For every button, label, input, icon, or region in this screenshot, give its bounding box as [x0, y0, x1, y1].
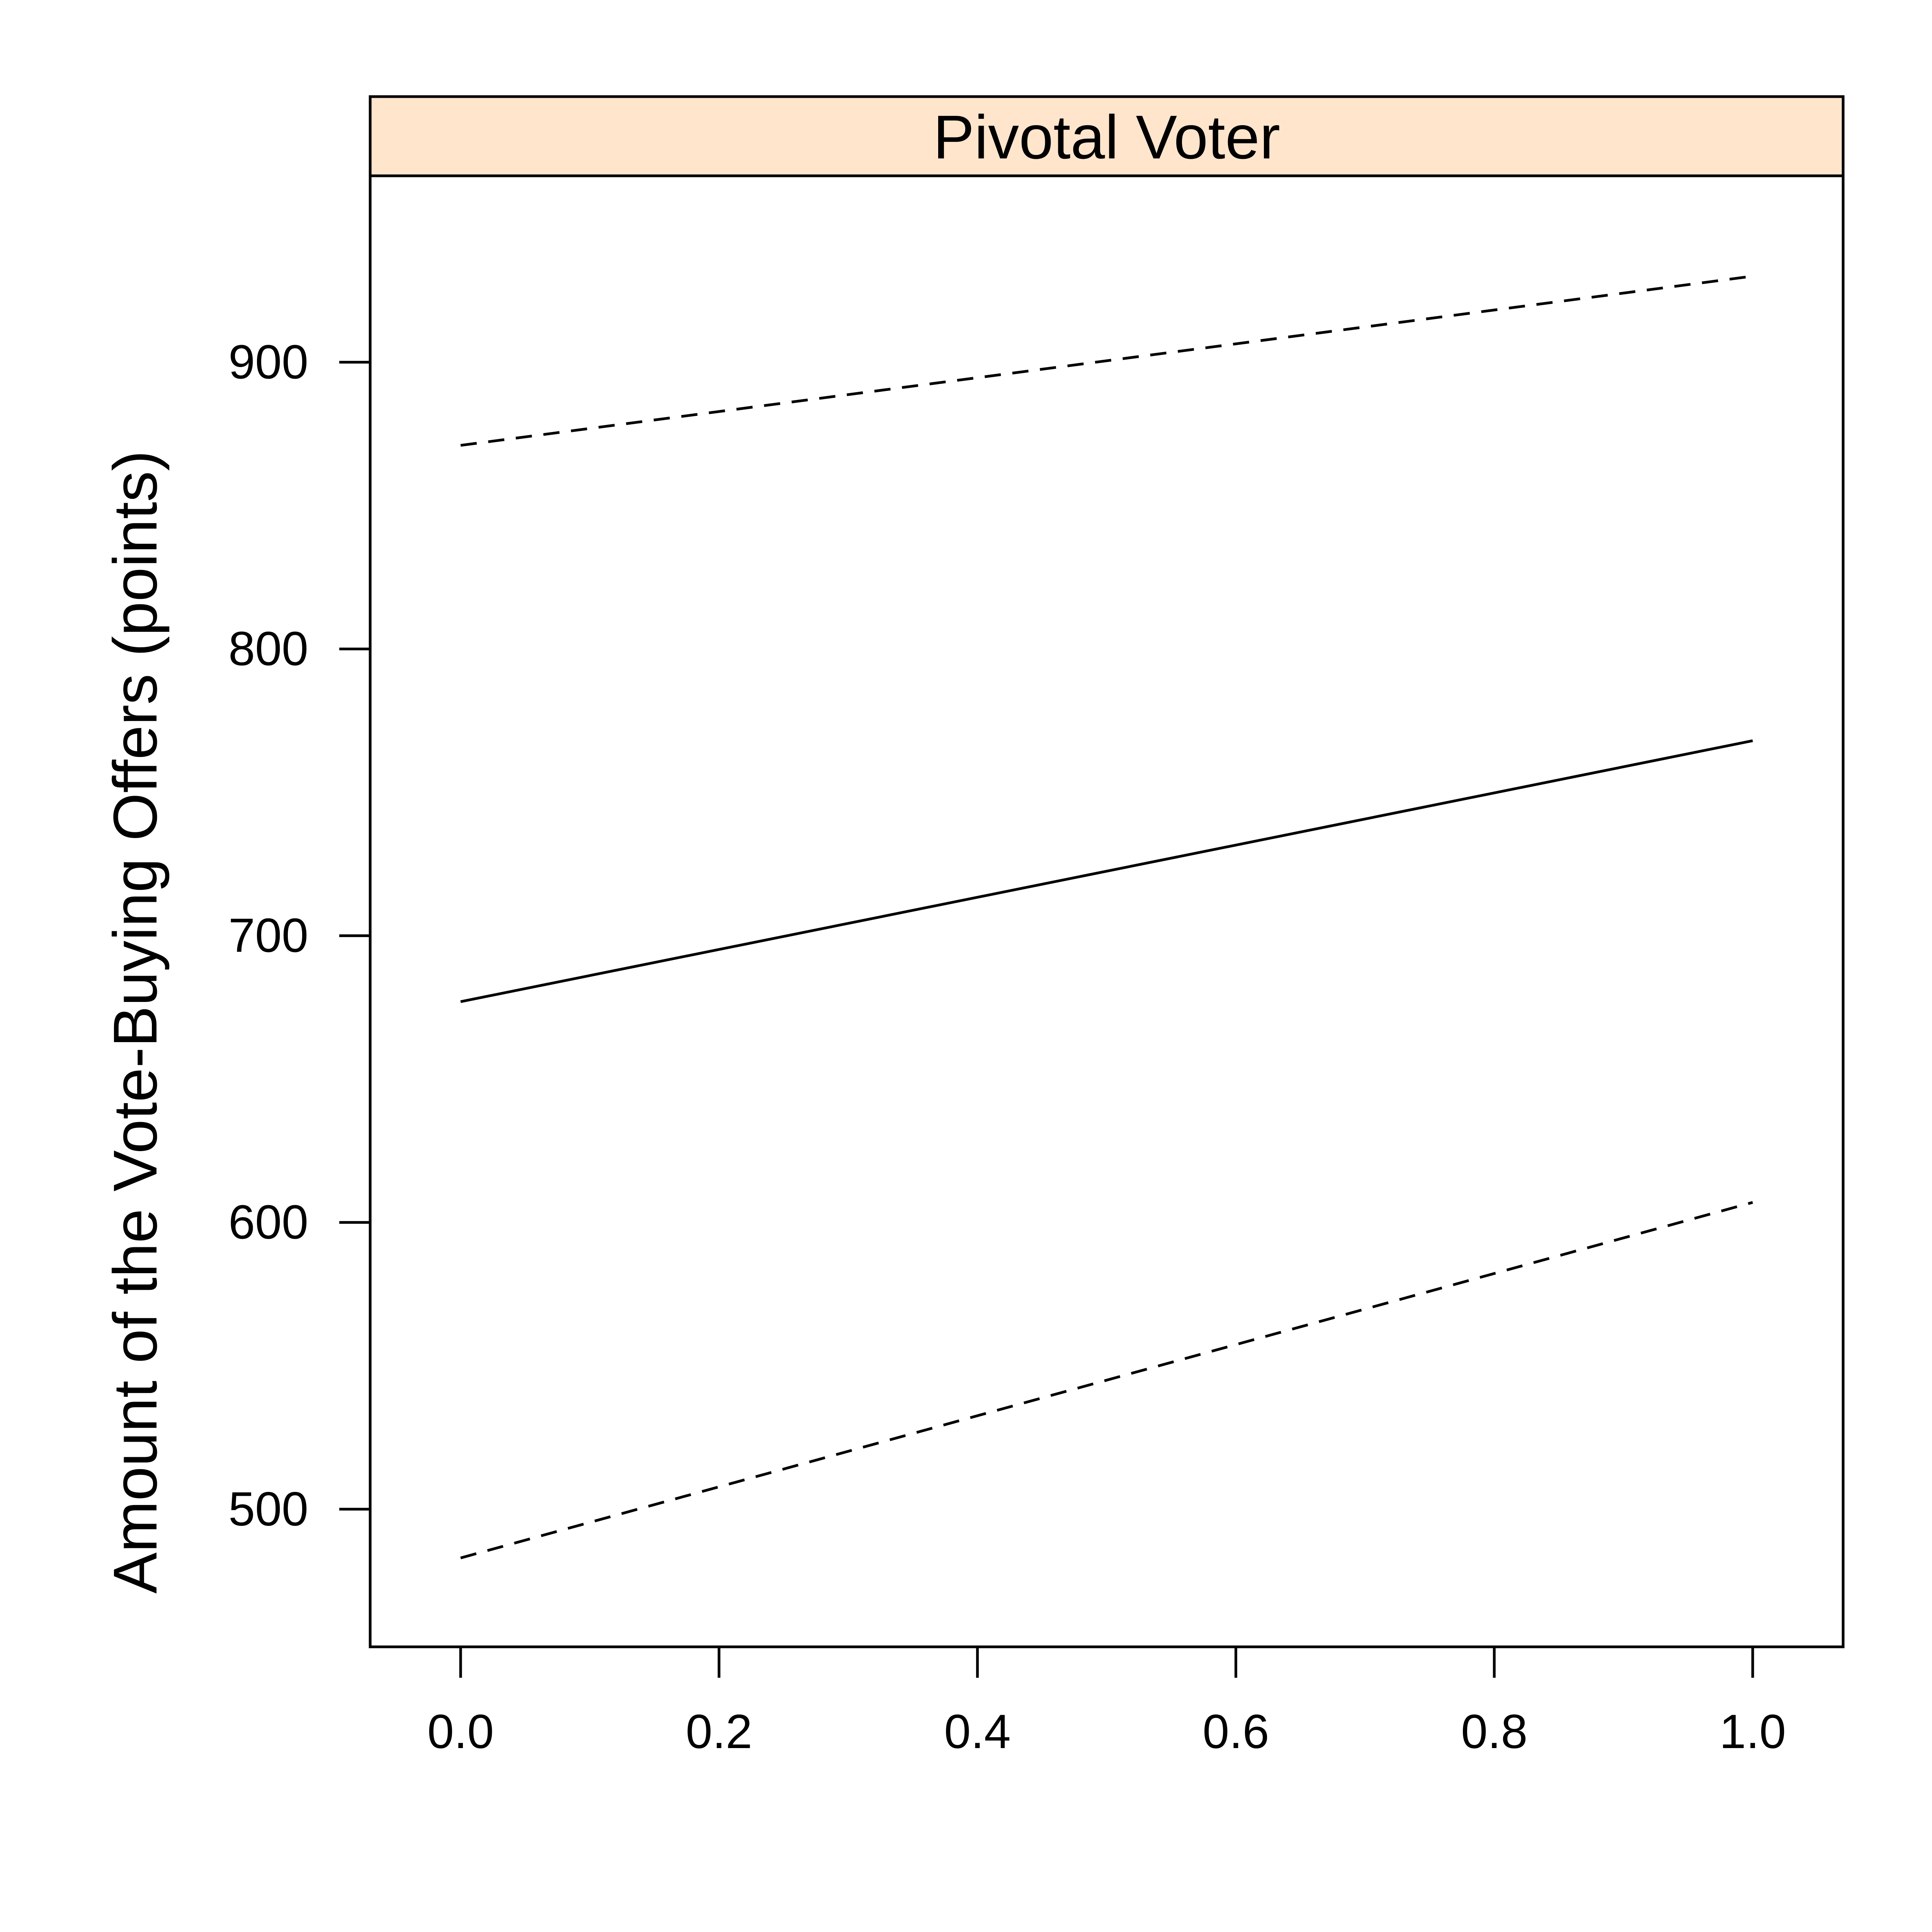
plot-frame [369, 174, 1845, 1648]
x-tick-label: 0.8 [1461, 1705, 1527, 1759]
series-line-1 [460, 275, 1753, 447]
y-tick-label: 800 [228, 622, 308, 675]
y-tick-label: 900 [228, 335, 308, 389]
series-line-2 [460, 739, 1753, 1003]
x-axis: 0.0 0.2 0.4 0.6 0.8 1.0 [427, 1647, 1786, 1759]
series-group [460, 275, 1753, 1560]
series-line-3 [460, 1201, 1753, 1560]
y-axis-title: Amount of the Vote-Buying Offers (points… [100, 451, 170, 1594]
x-tick-label: 0.2 [686, 1705, 752, 1759]
strip-background [369, 95, 1845, 177]
x-tick-label: 0.0 [427, 1705, 494, 1759]
x-tick-label: 0.6 [1202, 1705, 1269, 1759]
y-tick-label: 500 [228, 1483, 308, 1536]
y-axis: 500 600 700 800 900 [228, 335, 370, 1536]
y-tick-label: 600 [228, 1196, 308, 1249]
y-tick-label: 700 [228, 909, 308, 963]
panel-title: Pivotal Voter [933, 102, 1280, 172]
x-tick-label: 1.0 [1719, 1705, 1786, 1759]
x-tick-label: 0.4 [944, 1705, 1010, 1759]
